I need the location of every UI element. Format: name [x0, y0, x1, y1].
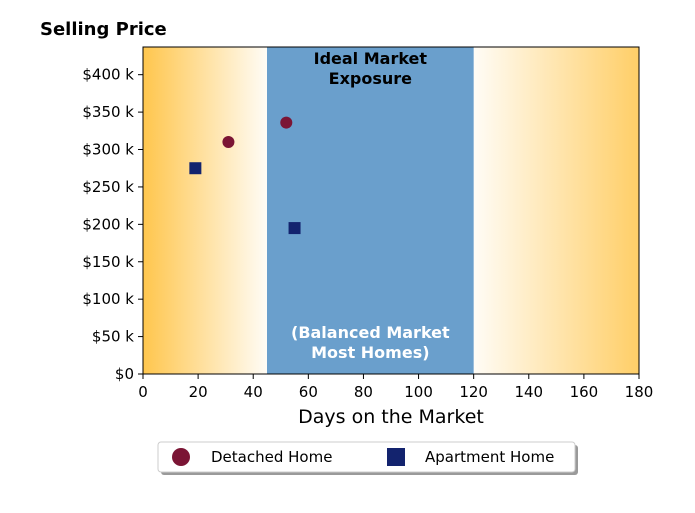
- plot-background: [143, 47, 639, 374]
- left-gradient-region: [143, 47, 267, 374]
- x-tick-label: 0: [138, 383, 148, 401]
- x-tick-label: 40: [244, 383, 263, 401]
- legend-marker-detached-home: [172, 448, 190, 466]
- legend-box: [157, 441, 576, 473]
- band-title-line-2: Exposure: [329, 69, 413, 88]
- y-tick-label: $100 k: [82, 290, 134, 308]
- chart-title: Selling Price: [40, 19, 167, 40]
- x-tick-label: 80: [354, 383, 373, 401]
- x-axis-label: Days on the Market: [298, 406, 484, 428]
- axes: 0 20 40 60 80 100 120 140 160 180 $0 $50 k $100 k $15…: [82, 46, 654, 401]
- y-tick-label: $300 k: [82, 141, 134, 159]
- x-tick-label: 180: [625, 383, 654, 401]
- y-tick-label: $0: [115, 365, 134, 383]
- band-subtitle-line-2: Most Homes): [311, 343, 429, 362]
- x-tick-label: 120: [459, 383, 488, 401]
- y-tick-label: $350 k: [82, 103, 134, 121]
- apartment-home-point-1: [288, 222, 301, 235]
- ideal-exposure-band: [267, 47, 474, 374]
- y-tick-label: $400 k: [82, 66, 134, 84]
- legend-label-detached-home: Detached Home: [211, 448, 332, 466]
- band-title-line-1: Ideal Market: [314, 49, 428, 68]
- apartment-home-point-0: [189, 162, 202, 175]
- x-tick-label: 160: [570, 383, 599, 401]
- band-subtitle-line-1: (Balanced Market: [291, 323, 450, 342]
- y-tick-label: $150 k: [82, 253, 134, 271]
- x-tick-label: 100: [404, 383, 433, 401]
- x-tick-label: 60: [299, 383, 318, 401]
- x-tick-label: 20: [189, 383, 208, 401]
- data-marks: [189, 116, 301, 235]
- x-tick-label: 140: [514, 383, 543, 401]
- legend: Detached Home Apartment Home: [157, 441, 578, 475]
- y-tick-label: $50 k: [92, 328, 134, 346]
- legend-marker-apartment-home: [387, 448, 405, 466]
- y-tick-label: $250 k: [82, 178, 134, 196]
- plot-frame: [142, 46, 640, 375]
- detached-home-point-0: [222, 136, 235, 149]
- y-tick-label: $200 k: [82, 215, 134, 233]
- right-gradient-region: [473, 47, 639, 374]
- detached-home-point-1: [280, 116, 293, 129]
- legend-label-apartment-home: Apartment Home: [425, 448, 554, 466]
